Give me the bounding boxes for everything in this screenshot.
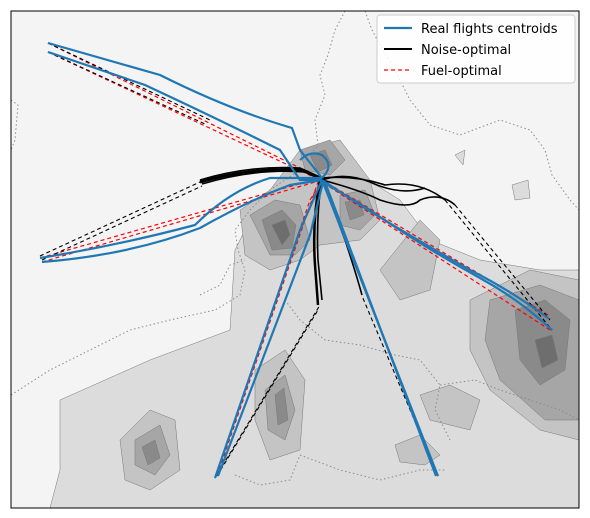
real-flight-route	[47, 50, 320, 182]
real-flight-route	[47, 41, 323, 179]
noise-dashed-route	[47, 42, 211, 121]
contour-level-2f	[419, 384, 481, 431]
legend: Real flights centroids Noise-optimal Fue…	[376, 14, 576, 84]
noise-dashed-route	[361, 295, 439, 477]
real-flight-route	[213, 179, 324, 479]
real-flight-route	[299, 152, 330, 179]
border-line-4	[11, 169, 301, 396]
real-flight-route	[322, 181, 553, 331]
fuel-route	[47, 42, 321, 179]
contour-level-4f	[274, 387, 289, 426]
border-line-5	[284, 299, 451, 441]
contour-level-5	[271, 219, 291, 246]
noise-route	[199, 166, 323, 181]
contour-level-2i	[511, 179, 531, 201]
noise-dashed-route	[47, 51, 206, 125]
border-line-9	[234, 454, 301, 486]
real-flight-route	[39, 176, 322, 260]
legend-label-fuel-optimal: Fuel-optimal	[421, 64, 502, 79]
border-line-6	[199, 259, 246, 296]
contour-level-2h	[454, 149, 466, 166]
fuel-route	[321, 181, 551, 331]
noise-dashed-route	[39, 181, 201, 257]
noise-dashed-route	[214, 304, 321, 479]
legend-label-real-flights: Real flights centroids	[421, 22, 558, 37]
real-flight-route	[216, 181, 325, 477]
contour-level-5b	[534, 334, 559, 369]
noise-optimal-dashed	[39, 42, 553, 479]
real-flight-route	[323, 181, 438, 477]
contour-level-2b	[379, 219, 441, 301]
noise-route	[321, 179, 456, 206]
real-flight-centroids	[39, 41, 553, 479]
noise-dashed-route	[216, 309, 319, 477]
map-frame	[10, 10, 580, 509]
noise-dashed-route	[454, 204, 551, 321]
border-line-7	[439, 379, 579, 421]
noise-dashed-route	[41, 185, 203, 261]
noise-route	[321, 176, 446, 201]
real-flight-route	[41, 178, 323, 264]
noise-route	[201, 170, 323, 185]
border-line-2	[309, 11, 346, 156]
contour-level-4c	[309, 149, 333, 173]
border-line-1	[11, 99, 19, 151]
noise-route	[199, 168, 323, 184]
border-line-8	[299, 454, 445, 481]
noise-route	[321, 175, 426, 192]
legend-label-noise-optimal: Noise-optimal	[421, 43, 511, 58]
fuel-route	[216, 181, 319, 477]
legend-box	[376, 14, 576, 84]
contour-level-4e	[141, 439, 161, 466]
